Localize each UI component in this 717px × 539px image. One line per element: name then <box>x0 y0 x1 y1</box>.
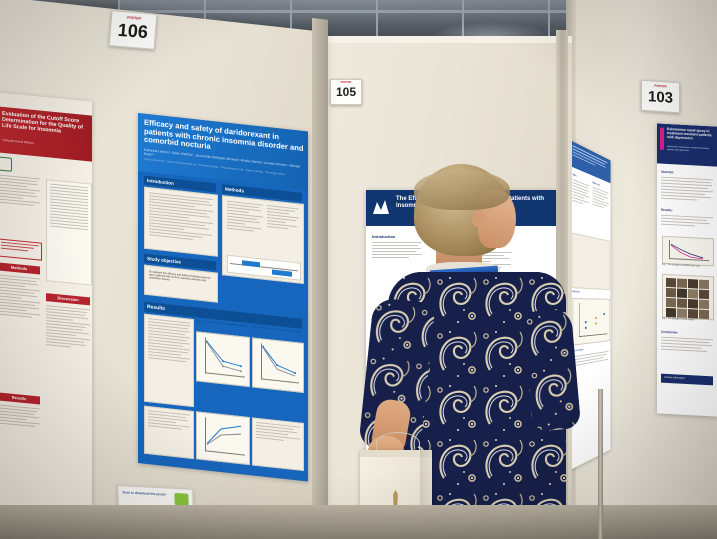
poster-number-tag-103: POSTER 103 <box>641 79 680 114</box>
panel-support-leg <box>598 389 603 539</box>
poster-103-results-text <box>661 214 713 236</box>
paisley-pattern-sleeve-right <box>522 308 582 432</box>
poster-106-figure-1 <box>196 331 250 388</box>
poster-106-study-design-timeline <box>227 254 301 281</box>
ear <box>472 210 485 227</box>
poster-number-tag-106: POSTER 106 <box>108 10 158 50</box>
poster-103-abstract-text <box>661 176 713 206</box>
poster-left-section-results: Results <box>0 392 40 405</box>
bag-top-fold <box>360 450 432 457</box>
poster-106-results-table <box>144 313 194 408</box>
poster-103-conclusion-text <box>661 336 713 362</box>
poster-103-accent-bar <box>660 127 664 150</box>
poster-left-intro-text <box>0 174 40 238</box>
poster-103-section-results: Results: <box>661 207 673 213</box>
poster-105-section-introduction: Introduction <box>372 234 396 239</box>
poster-105-intro-text <box>372 242 422 282</box>
poster-106[interactable]: Efficacy and safety of daridorexant in p… <box>138 113 308 482</box>
panel-106-right-edge <box>312 18 328 539</box>
poster-106-study-objective-card: To evaluate the efficacy and safety of d… <box>144 264 218 303</box>
poster-106-results-card-b2 <box>252 417 304 472</box>
poster-left-results-text <box>0 404 40 478</box>
poster-number-tag-105: POSTER 105 <box>330 79 362 105</box>
poster-103-section-abstract: Abstract: <box>661 169 675 175</box>
arm-right <box>522 308 582 432</box>
poster-103-title: Esketamine nasal spray in treatment-resi… <box>667 126 712 140</box>
poster-left-logo-icon <box>0 156 12 172</box>
qr-card-logo-icon <box>174 492 189 506</box>
poster-left-methods-text <box>0 274 40 368</box>
poster-left-highlight-box <box>0 238 42 261</box>
poster-103-figure-2 <box>662 273 714 321</box>
poster-106-study-objective-text: To evaluate the efficacy and safety of d… <box>149 270 211 283</box>
poster-left-section-discussion: Discussion <box>46 293 90 306</box>
hair-highlight <box>414 170 510 210</box>
poster-106-introduction-card <box>144 186 218 257</box>
poster-103-figure-1 <box>662 235 714 267</box>
bag-handle <box>376 432 420 455</box>
qr-card-text: Scan to download the poster <box>122 490 167 497</box>
poster-left-results-table <box>46 179 92 286</box>
poster-106-results-card-b1 <box>144 405 194 460</box>
poster-106-figure-2 <box>252 337 304 394</box>
poster-left-red[interactable]: Evaluation of the Cutoff Score Determina… <box>0 92 92 522</box>
poster-103-footer-banner: Contact Information <box>661 373 713 386</box>
attendee-viewing-poster: GODIVA CHOCOLATIER <box>352 150 602 539</box>
poster-left-section-methods: Methods <box>0 262 40 275</box>
poster-106-methods-card <box>222 195 304 285</box>
poster-103[interactable]: Esketamine nasal spray in treatment-resi… <box>657 123 717 417</box>
poster-left-discussion-text <box>46 305 90 429</box>
carpeted-floor <box>0 505 717 539</box>
poster-103-section-conclusion: Conclusion: <box>661 329 679 335</box>
godiva-emblem-icon <box>393 490 398 506</box>
panel-105-top-lip <box>324 36 572 43</box>
poster-106-figure-3 <box>196 411 250 466</box>
